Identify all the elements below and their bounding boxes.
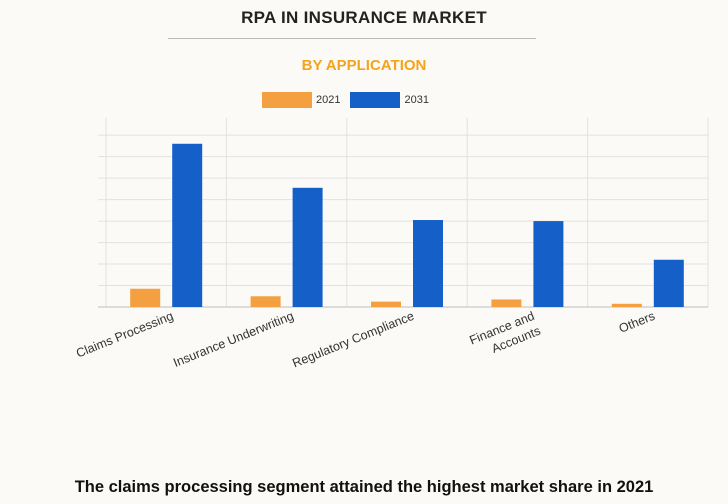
bar-2031-claims-processing: [172, 143, 203, 307]
bar-2021-finance-and-accounts: [491, 299, 522, 307]
bar-2031-finance-and-accounts: [533, 221, 564, 307]
bar-2031-insurance-underwriting: [292, 187, 323, 307]
legend-label-2031: 2031: [404, 94, 429, 106]
chart-subtitle: BY APPLICATION: [301, 57, 427, 74]
x-tick-label-insurance-underwriting: Insurance Underwriting: [171, 309, 295, 370]
x-tick-label-claims-processing: Claims Processing: [74, 309, 175, 361]
footer-caption: The claims processing segment attained t…: [74, 478, 654, 496]
bar-2021-insurance-underwriting: [250, 296, 281, 307]
legend-label-2021: 2021: [316, 94, 341, 106]
chart-title: RPA IN INSURANCE MARKET: [241, 8, 487, 27]
bar-2031-others: [653, 259, 684, 307]
legend-swatch-2021: [262, 92, 312, 108]
legend-swatch-2031: [350, 92, 401, 108]
bar-2031-regulatory-compliance: [413, 220, 443, 307]
x-tick-label-others: Others: [617, 309, 657, 336]
title-divider: [168, 38, 536, 39]
legend: 2021 2031: [262, 92, 439, 108]
bar-2021-claims-processing: [130, 288, 161, 307]
bar-2021-others: [611, 303, 642, 307]
x-tick-label-regulatory-compliance: Regulatory Compliance: [290, 309, 416, 371]
x-tick-label-finance-and-accounts: Finance andAccounts: [467, 309, 542, 363]
bar-2021-regulatory-compliance: [371, 301, 401, 307]
